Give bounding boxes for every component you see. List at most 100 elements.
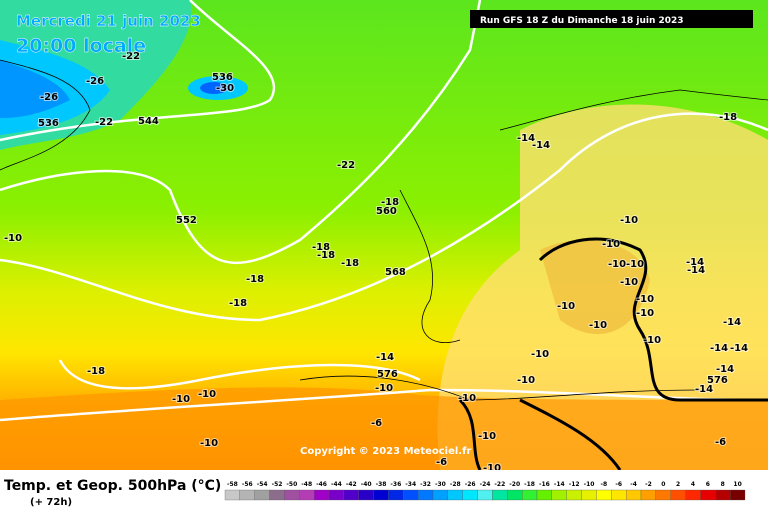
contour-label: -10 — [620, 277, 638, 288]
scale-swatch — [299, 489, 315, 501]
scale-label: 10 — [733, 481, 741, 488]
contour-label: 576 — [377, 369, 398, 380]
contour-label: 536 — [38, 118, 59, 129]
legend-title: Temp. et Geop. 500hPa (°C) — [4, 478, 221, 494]
warm-land-core — [540, 240, 650, 335]
contour-label: -18 — [87, 366, 105, 377]
scale-label: -2 — [645, 481, 652, 488]
contour-label: -10 — [458, 393, 476, 404]
copyright: Copyright © 2023 Meteociel.fr — [300, 446, 471, 457]
scale-swatch — [477, 489, 493, 501]
scale-label: -58 — [227, 481, 238, 488]
valid-date: Mercredi 21 juin 2023 — [16, 12, 201, 30]
scale-swatch — [507, 489, 523, 501]
contour-label: -10 — [626, 259, 644, 270]
scale-swatch — [284, 489, 300, 501]
contour-label: -10 — [200, 438, 218, 449]
contour-label: -14 — [716, 364, 734, 375]
scale-swatch — [447, 489, 463, 501]
scale-swatch — [373, 489, 389, 501]
scale-label: -18 — [524, 481, 535, 488]
scale-label: -36 — [390, 481, 401, 488]
contour-label: 576 — [707, 375, 728, 386]
scale-swatch — [239, 489, 255, 501]
forecast-lead: (+ 72h) — [30, 497, 72, 508]
contour-label: -14 — [730, 343, 748, 354]
scale-label: -16 — [539, 481, 550, 488]
cold-core-inner — [0, 60, 70, 118]
contour-label: -6 — [436, 457, 447, 468]
scale-swatch — [388, 489, 404, 501]
contour-label: -10 — [602, 239, 620, 250]
contour-label: -18 — [229, 298, 247, 309]
scale-swatch — [358, 489, 374, 501]
contour-label: -22 — [122, 51, 140, 62]
contour-label: -26 — [86, 76, 104, 87]
scale-swatch — [566, 489, 582, 501]
scale-swatch — [432, 489, 449, 501]
contour-label: -10 — [517, 375, 535, 386]
scale-label: -52 — [272, 481, 283, 488]
scale-label: -22 — [494, 481, 505, 488]
contour-label: -26 — [40, 92, 58, 103]
scale-label: -32 — [420, 481, 431, 488]
run-info: Run GFS 18 Z du Dimanche 18 juin 2023 — [480, 16, 684, 26]
scale-label: -28 — [450, 481, 461, 488]
scale-swatch — [700, 489, 716, 501]
contour-label: -10 — [557, 301, 575, 312]
contour-label: -14 — [687, 265, 705, 276]
run-box — [470, 10, 753, 28]
scale-label: -42 — [346, 481, 357, 488]
contour-label: -10 — [643, 335, 661, 346]
scale-label: 2 — [676, 481, 680, 488]
scale-label: -6 — [615, 481, 622, 488]
scale-swatch — [224, 489, 241, 501]
scale-swatch — [625, 489, 642, 501]
contour-label: -10 — [636, 308, 654, 319]
scale-label: -56 — [242, 481, 253, 488]
coastlines — [0, 59, 768, 401]
scale-label: -38 — [376, 481, 387, 488]
scale-swatch — [343, 489, 359, 501]
color-scale: -58 -56 -54 -52 -50 -48 -46 -44 -42 -40 -38 -36 -34-… — [224, 481, 746, 501]
scale-swatch — [313, 489, 330, 501]
contour-label: -10 — [620, 215, 638, 226]
scale-swatch — [328, 489, 345, 501]
scale-swatch — [254, 489, 270, 501]
scale-label: -20 — [509, 481, 520, 488]
scale-label: -26 — [465, 481, 476, 488]
scale-label: -10 — [584, 481, 595, 488]
scale-label: -48 — [301, 481, 312, 488]
contour-label: -22 — [337, 160, 355, 171]
scale-swatch — [269, 489, 285, 501]
scale-label: -8 — [601, 481, 608, 488]
contour-label: -14 — [517, 133, 535, 144]
scale-swatch — [685, 489, 701, 501]
scale-label: -24 — [480, 481, 491, 488]
contour-label: -14 — [376, 352, 394, 363]
scale-swatch — [611, 489, 627, 501]
scale-label: -12 — [569, 481, 580, 488]
scale-label: 0 — [661, 481, 665, 488]
scale-swatch — [729, 489, 746, 501]
scale-label: 4 — [691, 481, 695, 488]
contour-label: -10 — [608, 259, 626, 270]
scale-label: -14 — [554, 481, 565, 488]
contour-label: -10 — [636, 294, 654, 305]
cold-pocket-core — [200, 82, 228, 94]
scale-swatch — [670, 489, 686, 501]
scale-swatch — [596, 489, 612, 501]
contour-label: -6 — [371, 418, 382, 429]
scale-swatch — [521, 489, 538, 501]
contour-label: -22 — [95, 117, 113, 128]
scale-label: -4 — [630, 481, 637, 488]
contour-label: -10 — [198, 389, 216, 400]
contour-label: -14 — [686, 257, 704, 268]
contour-label: -10 — [531, 349, 549, 360]
scale-label: -30 — [435, 481, 446, 488]
scale-label: 6 — [706, 481, 710, 488]
scale-label: -50 — [286, 481, 297, 488]
